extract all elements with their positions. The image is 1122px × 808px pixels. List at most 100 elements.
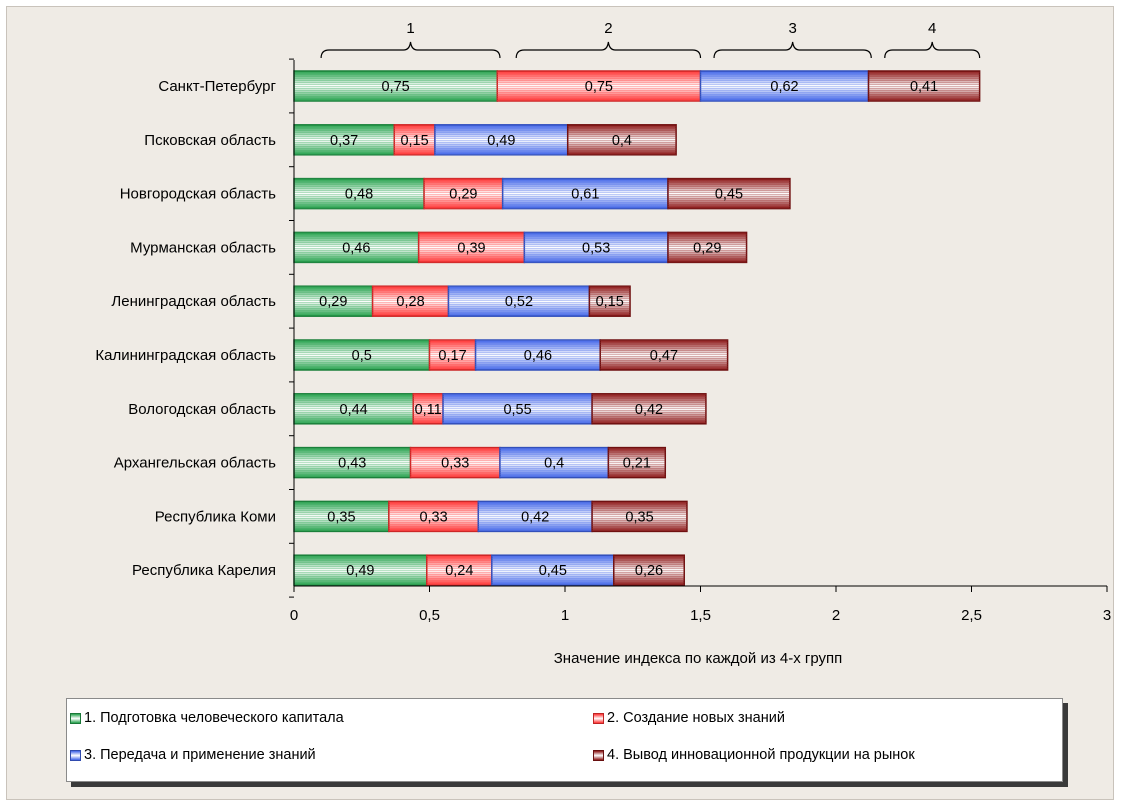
bar-value-label: 0,47 [650, 348, 678, 364]
group-label-3: 3 [788, 20, 796, 37]
legend-item-4: 4. Вывод инновационной продукции на рыно… [593, 747, 915, 763]
category-label: Псковская область [144, 132, 276, 149]
bar-texture-2-0 [497, 71, 701, 101]
bar-texture-3-9 [491, 555, 614, 586]
category-label: Новгородская область [120, 186, 276, 203]
bar-texture-3-0 [700, 71, 869, 101]
category-label: Вологодская область [128, 401, 276, 418]
bar-texture-4-2 [667, 178, 790, 209]
bar-texture-3-7 [499, 447, 609, 478]
bar-value-label: 0,35 [625, 509, 653, 525]
legend-label-4: 4. Вывод инновационной продукции на рыно… [607, 747, 915, 763]
bar-value-label: 0,53 [582, 240, 610, 256]
x-tick-label: 2,5 [961, 607, 982, 624]
x-tick-label: 2 [832, 607, 840, 624]
x-tick-label: 1 [561, 607, 569, 624]
bar-texture-1-0 [294, 71, 498, 101]
x-tick-label: 0,5 [419, 607, 440, 624]
bar-value-label: 0,5 [352, 348, 372, 364]
category-label: Калининградская область [95, 347, 276, 364]
bar-value-label: 0,35 [327, 509, 355, 525]
bar-value-label: 0,42 [521, 509, 549, 525]
bar-texture-2-6 [413, 393, 444, 424]
bar-texture-1-1 [294, 124, 395, 155]
bar-value-label: 0,29 [693, 240, 721, 256]
bar-value-label: 0,49 [346, 563, 374, 579]
axes: 0 0,5 1 1,5 2 2,5 3 Санкт-Петербург Псковская об… [95, 58, 1111, 624]
bar-value-label: 0,15 [596, 294, 624, 310]
group-label-1: 1 [406, 20, 414, 37]
bar-value-label: 0,28 [396, 294, 424, 310]
x-tick-label: 1,5 [690, 607, 711, 624]
bar-texture-1-8 [294, 501, 389, 532]
bar-value-label: 0,29 [449, 187, 477, 203]
bar-texture-1-2 [294, 178, 425, 209]
bar-texture-3-6 [443, 393, 593, 424]
legend-item-2: 2. Создание новых знаний [593, 710, 785, 726]
legend-item-1: 1. Подготовка человеческого капитала [70, 710, 344, 726]
legend-swatch-3 [70, 749, 81, 761]
x-tick-label: 3 [1103, 607, 1111, 624]
bar-value-label: 0,61 [571, 187, 599, 203]
bar-texture-4-6 [592, 393, 706, 424]
bar-value-label: 0,48 [345, 187, 373, 203]
x-tick-label: 0 [290, 607, 298, 624]
bar-value-label: 0,39 [457, 240, 485, 256]
category-label: Санкт-Петербург [158, 78, 276, 95]
bar-value-label: 0,4 [612, 133, 632, 149]
bar-texture-4-8 [592, 501, 687, 532]
group-brace-3 [713, 41, 872, 59]
bar-value-label: 0,52 [505, 294, 533, 310]
bar-texture-4-7 [608, 447, 666, 478]
bar-texture-4-3 [667, 232, 747, 263]
bar-texture-3-3 [524, 232, 668, 263]
legend-label-1: 1. Подготовка человеческого капитала [84, 710, 344, 726]
legend-label-2: 2. Создание новых знаний [607, 710, 785, 726]
category-label: Архангельская область [114, 455, 276, 472]
bar-value-label: 0,46 [342, 240, 370, 256]
bar-texture-2-7 [410, 447, 500, 478]
category-label: Мурманская область [130, 239, 276, 256]
bar-value-label: 0,37 [330, 133, 358, 149]
bar-texture-1-7 [294, 447, 411, 478]
group-brace-1 [320, 41, 501, 59]
bar-texture-4-4 [589, 286, 631, 317]
bar-value-label: 0,29 [319, 294, 347, 310]
bar-value-label: 0,62 [770, 79, 798, 95]
bar-texture-2-1 [394, 124, 435, 155]
bar-value-label: 0,15 [400, 133, 428, 149]
bar-value-label: 0,49 [487, 133, 515, 149]
category-label: Республика Коми [155, 508, 276, 525]
legend-swatch-4 [593, 749, 604, 761]
bar-texture-2-8 [388, 501, 479, 532]
bar-texture-4-1 [567, 124, 677, 155]
bar-value-label: 0,17 [438, 348, 466, 364]
bar-value-label: 0,44 [340, 402, 368, 418]
legend: 1. Подготовка человеческого капитала 2. … [66, 698, 1066, 788]
bar-texture-3-2 [502, 178, 668, 209]
bar-value-label: 0,45 [539, 563, 567, 579]
bar-texture-2-9 [426, 555, 492, 586]
bar-texture-3-4 [448, 286, 590, 317]
bar-value-label: 0,42 [635, 402, 663, 418]
bar-texture-2-5 [429, 340, 476, 370]
group-label-4: 4 [928, 20, 936, 37]
bar-texture-2-4 [372, 286, 449, 317]
category-label: Республика Карелия [132, 562, 276, 579]
legend-item-3: 3. Передача и применение знаний [70, 747, 316, 763]
bar-texture-2-3 [418, 232, 525, 263]
bar-texture-3-8 [478, 501, 593, 532]
bar-texture-1-4 [294, 286, 373, 317]
bar-texture-1-6 [294, 393, 414, 424]
bar-texture-1-3 [294, 232, 419, 263]
legend-swatch-2 [593, 712, 604, 724]
group-brace-4 [884, 41, 981, 59]
bar-texture-1-5 [294, 340, 430, 370]
bar-value-label: 0,4 [544, 456, 564, 472]
bars [293, 70, 981, 586]
group-brackets: 1 2 3 4 [320, 20, 981, 59]
bar-texture-2-2 [424, 178, 503, 209]
bar-texture-4-5 [600, 340, 728, 370]
bar-value-label: 0,43 [338, 456, 366, 472]
